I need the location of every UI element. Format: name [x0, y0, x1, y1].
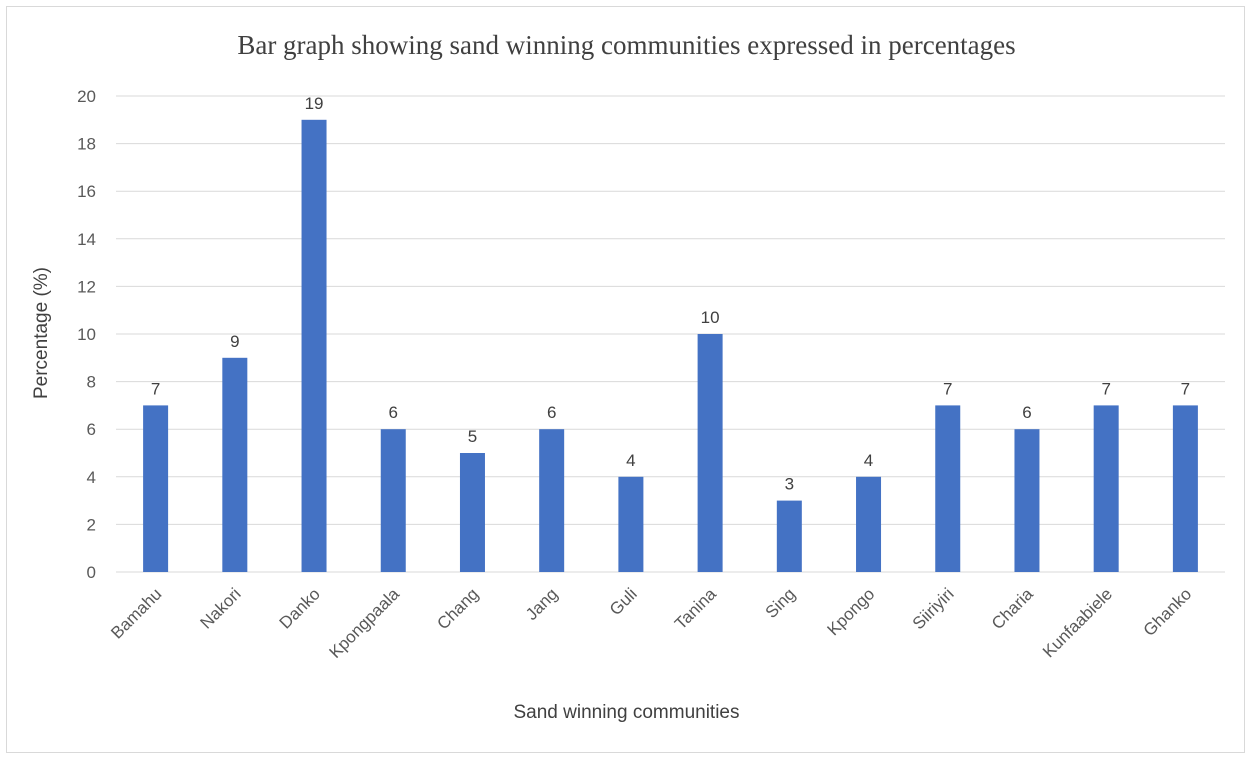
data-label: 7	[1101, 379, 1110, 398]
x-axis-label: Sand winning communities	[513, 702, 740, 723]
x-tick-label: Tanina	[671, 584, 720, 633]
bar	[935, 405, 961, 572]
x-tick-label: Nakori	[196, 584, 244, 632]
data-label: 9	[230, 332, 239, 351]
y-tick-label: 2	[87, 515, 96, 534]
x-tick-label: Chang	[433, 584, 482, 633]
x-tick-label: Guli	[606, 584, 641, 619]
data-label: 3	[785, 475, 794, 494]
y-tick-label: 20	[77, 87, 96, 106]
y-tick-label: 14	[77, 230, 96, 249]
y-tick-label: 6	[87, 420, 96, 439]
data-label: 6	[389, 403, 398, 422]
gridlines	[116, 95, 1225, 573]
y-tick-label: 4	[87, 468, 96, 487]
x-tick-label: Danko	[276, 584, 324, 632]
x-tick-label: Sing	[762, 584, 799, 621]
bar	[380, 429, 406, 572]
x-tick-label: Kunfaabiele	[1039, 584, 1116, 661]
bar	[1014, 429, 1040, 572]
bar	[776, 500, 802, 572]
chart-title: Bar graph showing sand winning communiti…	[237, 30, 1016, 60]
y-tick-label: 8	[87, 373, 96, 392]
bar	[222, 357, 248, 572]
y-tick-label: 0	[87, 563, 96, 582]
bar	[1093, 405, 1119, 572]
x-tick-label: Ghanko	[1140, 584, 1196, 640]
y-tick-label: 16	[77, 182, 96, 201]
bar	[618, 476, 644, 572]
x-tick-label: Bamahu	[107, 584, 165, 642]
data-label: 6	[547, 403, 556, 422]
bar	[459, 453, 485, 572]
x-tick-label: Charia	[988, 584, 1037, 633]
data-label: 5	[468, 427, 477, 446]
data-label: 4	[626, 451, 635, 470]
x-tick-label: Jang	[522, 584, 562, 624]
x-tick-label: Siiriyiri	[909, 584, 958, 633]
x-tick-label: Kpongo	[823, 584, 878, 639]
y-tick-label: 10	[77, 325, 96, 344]
bar	[856, 476, 882, 572]
data-label: 7	[1181, 379, 1190, 398]
y-tick-label: 12	[77, 277, 96, 296]
data-labels: 7 9 19 6 5 6 4 10 3 4 7 6 7 7	[151, 94, 1190, 494]
bar	[697, 334, 723, 572]
bar	[301, 119, 327, 573]
y-tick-label: 18	[77, 135, 96, 154]
bar	[1172, 405, 1198, 572]
bars	[143, 119, 1198, 573]
data-label: 4	[864, 451, 873, 470]
bar	[539, 429, 565, 572]
x-tick-label: Kpongpaala	[325, 584, 403, 662]
x-axis-ticks: Bamahu Nakori Danko Kpongpaala Chang Jang Guli…	[107, 584, 1195, 662]
data-label: 6	[1022, 403, 1031, 422]
chart-area	[6, 6, 1245, 753]
data-label: 7	[943, 379, 952, 398]
data-label: 10	[701, 308, 720, 327]
y-axis-ticks: 0 2 4 6 8 10 12 14 16 18 20	[77, 87, 96, 582]
data-label: 7	[151, 379, 160, 398]
data-label: 19	[305, 94, 324, 113]
bar	[143, 405, 169, 572]
